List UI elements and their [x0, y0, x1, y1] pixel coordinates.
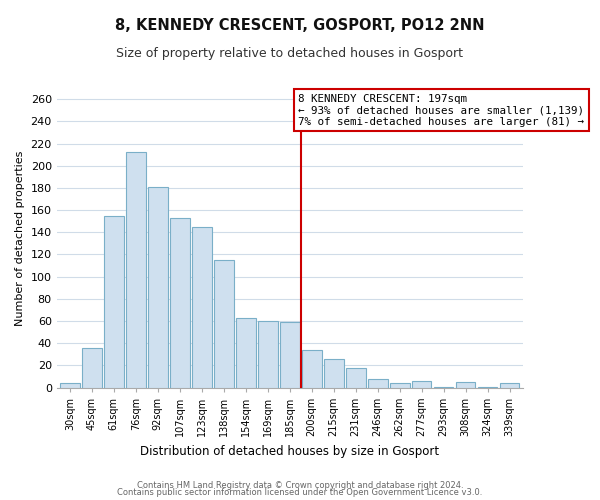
Bar — [148, 187, 167, 388]
Bar — [82, 348, 102, 388]
Bar — [324, 359, 344, 388]
Bar — [280, 322, 299, 388]
Text: 8 KENNEDY CRESCENT: 197sqm
← 93% of detached houses are smaller (1,139)
7% of se: 8 KENNEDY CRESCENT: 197sqm ← 93% of deta… — [298, 94, 584, 127]
Bar — [455, 382, 475, 388]
Bar — [236, 318, 256, 388]
Bar — [214, 260, 233, 388]
X-axis label: Distribution of detached houses by size in Gosport: Distribution of detached houses by size … — [140, 444, 439, 458]
Text: Contains public sector information licensed under the Open Government Licence v3: Contains public sector information licen… — [118, 488, 482, 497]
Text: 8, KENNEDY CRESCENT, GOSPORT, PO12 2NN: 8, KENNEDY CRESCENT, GOSPORT, PO12 2NN — [115, 18, 485, 32]
Bar — [170, 218, 190, 388]
Bar — [346, 368, 365, 388]
Bar — [192, 227, 212, 388]
Bar — [104, 216, 124, 388]
Text: Contains HM Land Registry data © Crown copyright and database right 2024.: Contains HM Land Registry data © Crown c… — [137, 480, 463, 490]
Title: Size of property relative to detached houses in Gosport: Size of property relative to detached ho… — [116, 48, 463, 60]
Bar — [412, 381, 431, 388]
Bar — [390, 383, 410, 388]
Bar — [258, 321, 278, 388]
Bar — [500, 383, 520, 388]
Bar — [434, 386, 454, 388]
Y-axis label: Number of detached properties: Number of detached properties — [15, 150, 25, 326]
Bar — [126, 152, 146, 388]
Bar — [302, 350, 322, 388]
Bar — [478, 386, 497, 388]
Bar — [60, 383, 80, 388]
Bar — [368, 379, 388, 388]
